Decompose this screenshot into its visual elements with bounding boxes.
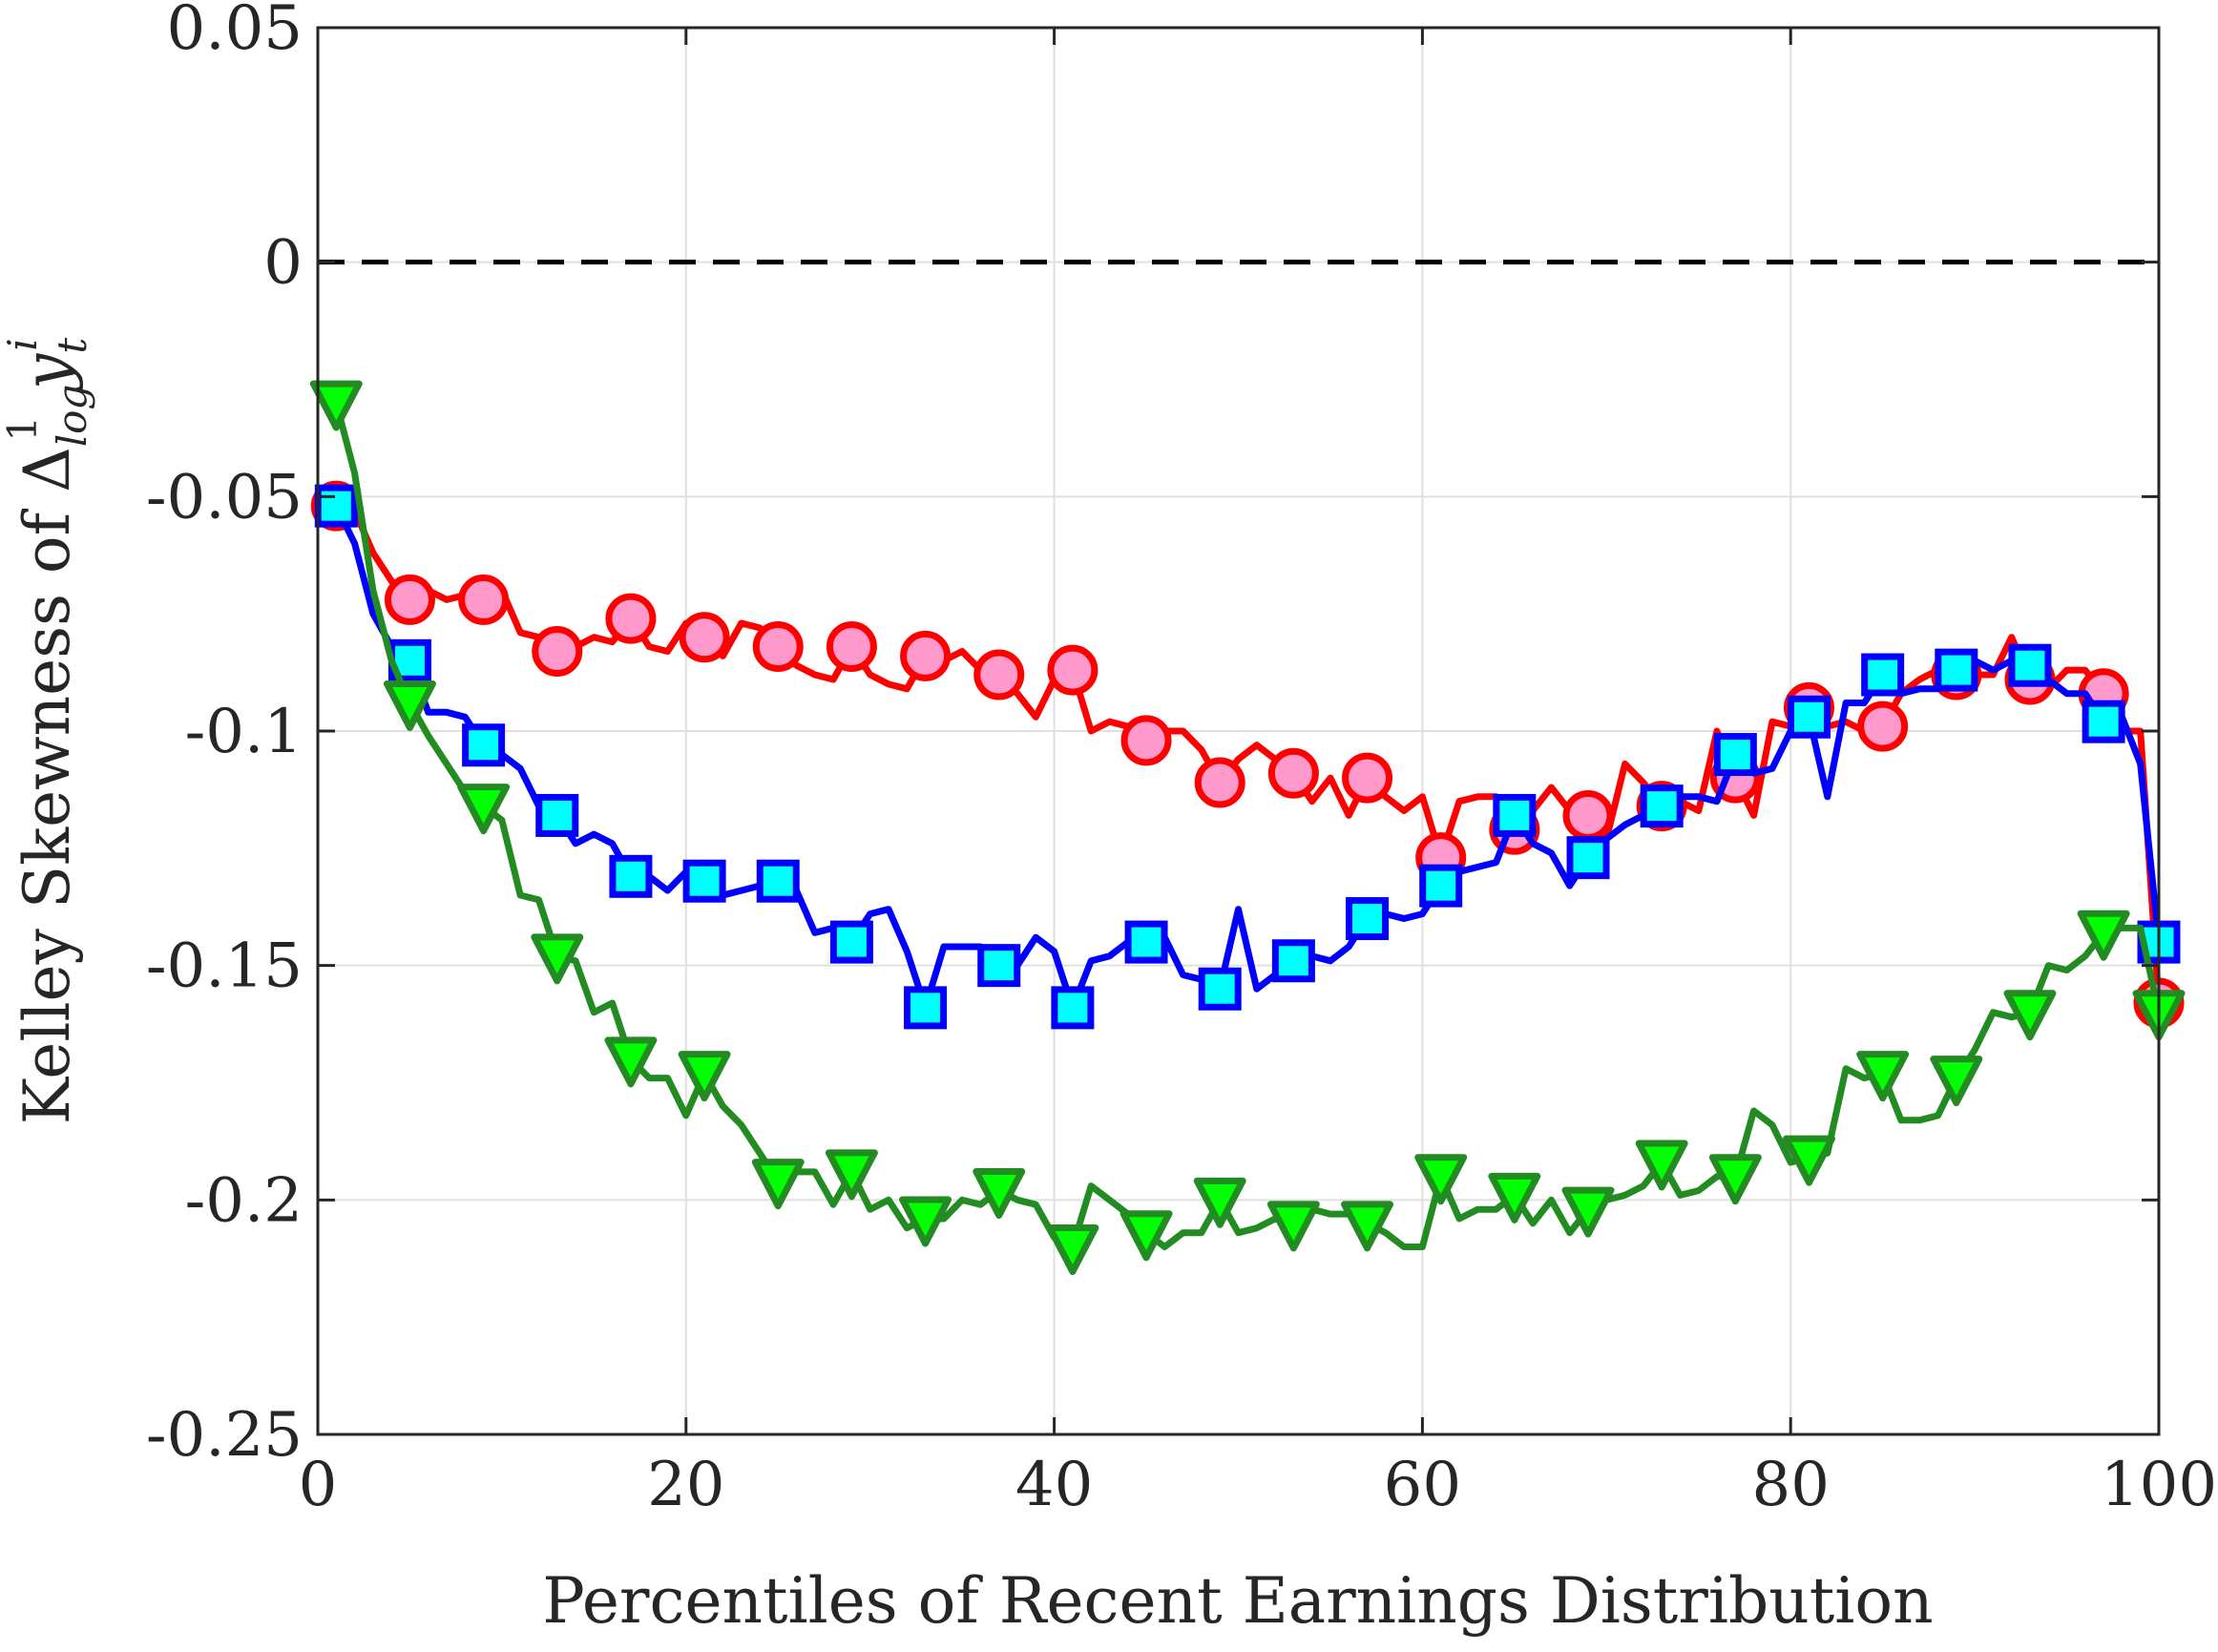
- data-point-triangle: [1561, 1186, 1615, 1238]
- data-point-square: [756, 859, 800, 903]
- y-tick-label: -0.25: [146, 1400, 303, 1471]
- data-point-square: [1051, 986, 1095, 1030]
- y-ticks: 0.05 0 -0.05 -0.1 -0.15 -0.2 -0.25: [146, 0, 2159, 1471]
- data-point-square: [1124, 920, 1168, 964]
- data-point-square: [1566, 836, 1610, 880]
- data-point-square: [1198, 967, 1242, 1011]
- data-point-square: [314, 484, 358, 528]
- data-point-triangle: [1266, 1201, 1320, 1252]
- x-axis-title: Percentiles of Recent Earnings Distribut…: [542, 1564, 1933, 1638]
- data-point-triangle: [1119, 1210, 1173, 1262]
- data-point-triangle: [457, 784, 511, 835]
- data-point-triangle: [825, 1149, 878, 1201]
- data-point-triangle: [2003, 990, 2057, 1041]
- data-point-triangle: [973, 1168, 1026, 1220]
- x-tick-label: 60: [1384, 1450, 1461, 1520]
- y-axis-title-var: y: [10, 353, 84, 392]
- data-point-square: [1935, 648, 1978, 692]
- data-point-square: [1640, 784, 1684, 828]
- y-tick-label: -0.05: [146, 462, 303, 533]
- data-point-circle: [973, 649, 1025, 701]
- data-point-square: [1787, 695, 1831, 739]
- data-point-square: [609, 854, 653, 898]
- data-point-circle: [384, 574, 435, 625]
- data-point-square: [682, 859, 726, 903]
- data-point-square: [2082, 700, 2125, 743]
- x-tick-label: 100: [2101, 1450, 2217, 1520]
- data-point-square: [387, 638, 431, 682]
- data-point-circle: [605, 593, 657, 644]
- data-point-circle: [1194, 757, 1245, 808]
- x-tick-label: 40: [1015, 1450, 1093, 1520]
- x-tick-label: 80: [1751, 1450, 1829, 1520]
- data-point-square: [2008, 643, 2052, 687]
- y-tick-label: -0.2: [185, 1165, 303, 1236]
- x-tick-label: 0: [299, 1450, 338, 1520]
- data-point-circle: [1857, 701, 1909, 752]
- data-point-triangle: [1193, 1177, 1246, 1228]
- series-square: [314, 484, 2181, 1030]
- data-point-square: [1861, 653, 1905, 697]
- data-point-circle: [532, 625, 583, 677]
- data-point-triangle: [309, 380, 363, 431]
- data-point-square: [1419, 864, 1463, 908]
- data-point-triangle: [604, 1036, 658, 1088]
- data-point-circle: [458, 574, 510, 625]
- data-point-triangle: [1782, 1135, 1835, 1186]
- data-point-circle: [679, 612, 730, 663]
- data-point-circle: [752, 621, 804, 673]
- data-point-square: [1271, 939, 1315, 983]
- y-tick-label: -0.15: [146, 931, 303, 1002]
- data-point-triangle: [1930, 1056, 1983, 1107]
- y-axis-title-var-sub: t: [49, 338, 95, 354]
- series-layer: [309, 380, 2186, 1275]
- data-point-triangle: [1341, 1201, 1394, 1252]
- y-axis-title-sup: 1: [0, 416, 46, 442]
- data-point-circle: [1342, 752, 1393, 804]
- y-axis-title: Kelley Skewness of Δlog1 yti: [0, 338, 95, 1125]
- data-point-triangle: [1635, 1140, 1688, 1191]
- y-tick-label: 0: [263, 228, 303, 299]
- data-point-square: [904, 986, 948, 1030]
- data-point-triangle: [531, 933, 584, 985]
- data-point-triangle: [1708, 1154, 1762, 1205]
- data-point-circle: [1562, 789, 1614, 841]
- data-point-triangle: [1414, 1154, 1468, 1205]
- y-tick-label: -0.1: [185, 697, 303, 767]
- data-point-triangle: [1856, 1051, 1910, 1102]
- data-point-circle: [1047, 644, 1099, 696]
- data-point-square: [977, 944, 1021, 988]
- data-point-square: [1713, 733, 1757, 777]
- data-point-triangle: [1046, 1223, 1099, 1275]
- series-triangle-down: [309, 380, 2186, 1275]
- y-axis-title-prefix: Kelley Skewness of Δ: [10, 447, 84, 1124]
- data-point-circle: [826, 621, 877, 673]
- data-point-triangle: [751, 1159, 805, 1210]
- data-point-square: [535, 793, 579, 837]
- data-point-square: [1346, 897, 1390, 941]
- data-point-triangle: [899, 1196, 952, 1247]
- x-tick-label: 20: [647, 1450, 724, 1520]
- y-axis-title-sub: log: [49, 385, 95, 448]
- data-point-circle: [1267, 747, 1319, 799]
- x-ticks: 0 20 40 60 80 100: [299, 28, 2217, 1520]
- data-point-triangle: [383, 680, 436, 732]
- data-point-square: [829, 920, 873, 964]
- data-point-circle: [900, 630, 952, 681]
- data-point-square: [462, 723, 506, 767]
- y-axis-title-var-sup: i: [0, 338, 46, 350]
- data-point-circle: [1120, 715, 1172, 766]
- data-point-triangle: [1488, 1172, 1541, 1223]
- data-point-triangle: [2077, 910, 2130, 961]
- data-point-square: [1493, 793, 1537, 837]
- y-tick-label: 0.05: [167, 0, 303, 64]
- data-point-triangle: [678, 1051, 731, 1102]
